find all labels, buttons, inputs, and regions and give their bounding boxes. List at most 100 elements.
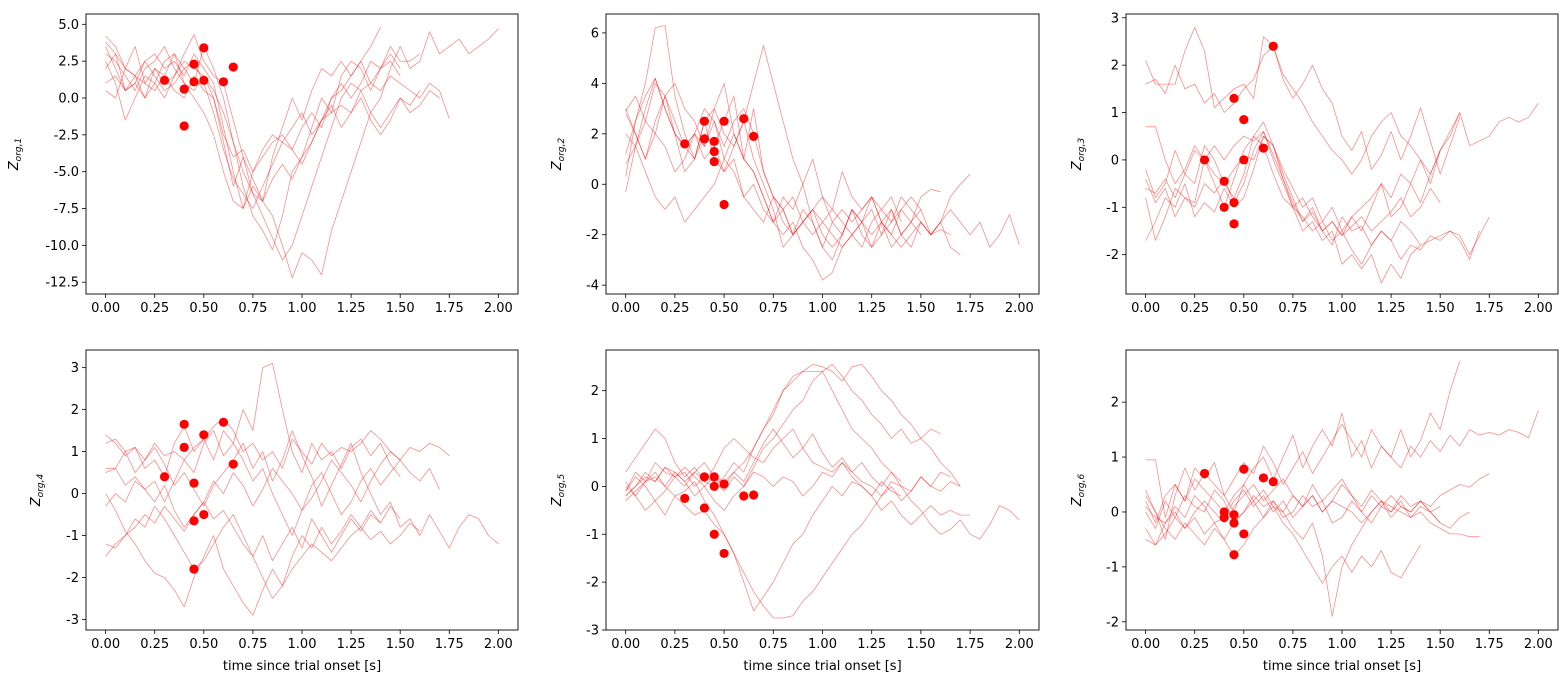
y-tick-label: -5.0: [54, 165, 79, 180]
trace-group: [1145, 360, 1539, 617]
x-tick-label: 1.75: [956, 301, 985, 316]
onset-marker: [719, 548, 729, 559]
x-tick-label: 1.75: [435, 637, 464, 652]
y-tick-label: -2: [1106, 615, 1119, 630]
trace-line-5: [625, 133, 902, 281]
x-tick-label: 0.25: [660, 637, 689, 652]
trace-line-1: [105, 362, 401, 478]
y-tick-label: -1: [586, 528, 599, 543]
onset-marker: [699, 116, 710, 126]
y-tick-label: -3: [586, 624, 599, 639]
trace-line-4: [105, 46, 401, 209]
x-tick-label: 1.75: [435, 301, 464, 316]
onset-marker: [199, 43, 209, 53]
trace-line-5: [625, 462, 961, 502]
subplot-5: 0.00 0.25 0.50 0.75 1.00 1.25 1.50 1.75 2.00 2 1 0 -…: [550, 349, 1040, 674]
x-tick-label: 2.00: [1524, 637, 1553, 652]
onset-marker: [1229, 219, 1239, 229]
y-tick-label: 0: [1111, 505, 1119, 520]
onset-marker: [179, 442, 189, 452]
y-tick-label: -1: [66, 529, 79, 544]
x-tick-label: 1.50: [1426, 637, 1455, 652]
trace-line-2: [105, 46, 421, 251]
x-tick-label: 0.75: [238, 637, 267, 652]
trace-group: [1145, 26, 1539, 284]
trace-line-1: [105, 27, 381, 209]
onset-marker: [199, 430, 209, 440]
y-axis-label-base: Z: [7, 160, 22, 171]
trace-line-5: [1145, 489, 1441, 546]
y-axis-label: Zorg,6: [1070, 474, 1087, 508]
y-axis-label-subscript: org,6: [1077, 474, 1087, 498]
y-axis-label: Zorg,3: [1070, 138, 1087, 172]
x-tick-label: 0.25: [140, 637, 169, 652]
x-tick-label: 1.00: [808, 637, 837, 652]
subplot-6: 0.00 0.25 0.50 0.75 1.00 1.25 1.50 1.75 2.00 2 1 0 -…: [1070, 349, 1559, 674]
x-tick-label: 0.25: [1180, 637, 1209, 652]
x-tick-label: 1.25: [337, 637, 366, 652]
x-tick-label: 1.50: [906, 637, 935, 652]
onset-marker: [1199, 155, 1210, 165]
trace-line-4: [1145, 489, 1480, 538]
x-tick-label: 0.50: [1229, 301, 1258, 316]
y-tick-label: -3: [66, 613, 79, 628]
trace-line-1: [625, 363, 941, 497]
onset-marker: [1219, 202, 1229, 212]
onset-marker: [739, 491, 749, 501]
trace-line-8: [1145, 478, 1441, 546]
y-tick-label: 0.0: [58, 92, 79, 107]
y-tick-label: 3: [1111, 11, 1119, 26]
x-tick-label: 0.25: [1180, 301, 1209, 316]
trace-line-3: [625, 45, 1020, 261]
y-tick-label: 0: [591, 178, 599, 193]
x-tick-label: 0.50: [189, 637, 218, 652]
x-tick-label: 1.75: [1475, 637, 1504, 652]
y-axis-label: Zorg,4: [29, 474, 46, 508]
trace-line-8: [105, 451, 401, 549]
x-tick-label: 1.25: [1377, 637, 1406, 652]
trace-line-2: [105, 417, 450, 469]
onset-marker: [1239, 464, 1249, 474]
onset-marker: [719, 199, 729, 210]
x-tick-label: 1.00: [1328, 301, 1357, 316]
x-tick-label: 1.25: [1377, 301, 1406, 316]
x-tick-label: 0.00: [1131, 301, 1160, 316]
trace-line-4: [1145, 135, 1490, 265]
subplot-3: 0.00 0.25 0.50 0.75 1.00 1.25 1.50 1.75 2.00 3 2 1 0…: [1070, 11, 1559, 316]
y-axis-label-subscript: org,3: [1077, 138, 1087, 162]
x-tick-label: 1.00: [288, 301, 317, 316]
y-tick-label: 1: [71, 445, 79, 460]
axes-frame: [85, 13, 519, 295]
trace-line-8: [105, 53, 401, 209]
y-tick-label: -2: [586, 576, 599, 591]
trace-line-1: [1145, 26, 1461, 175]
x-tick-label: 0.50: [710, 301, 739, 316]
x-tick-label: 0.50: [1229, 637, 1258, 652]
trace-line-5: [1145, 131, 1441, 237]
trace-group: [625, 363, 1020, 619]
x-tick-label: 2.00: [484, 637, 513, 652]
onset-marker: [1239, 115, 1249, 125]
onset-marker: [1239, 529, 1249, 539]
y-tick-label: 1: [591, 432, 599, 447]
y-axis-label-base: Z: [1070, 160, 1085, 171]
trace-line-6: [1145, 112, 1461, 232]
onset-marker: [699, 472, 710, 482]
x-tick-label: 2.00: [1005, 301, 1034, 316]
onset-marker: [699, 503, 710, 513]
onset-marker: [199, 75, 209, 85]
subplot-2: 0.00 0.25 0.50 0.75 1.00 1.25 1.50 1.75 2.00 6 4 2 0…: [550, 13, 1040, 316]
y-axis-label-base: Z: [550, 496, 565, 507]
onset-marker: [699, 134, 710, 144]
x-tick-label: 0.75: [759, 301, 788, 316]
y-tick-label: -2.5: [54, 128, 79, 143]
onset-marker: [218, 417, 229, 427]
onset-marker: [719, 479, 729, 489]
onset-marker: [218, 77, 229, 87]
x-tick-label: 1.50: [1426, 301, 1455, 316]
x-tick-label: 0.75: [238, 301, 267, 316]
trace-line-3: [625, 371, 1020, 540]
trace-group: [625, 24, 1020, 281]
trace-line-6: [625, 83, 922, 248]
y-tick-label: 3: [71, 361, 79, 376]
